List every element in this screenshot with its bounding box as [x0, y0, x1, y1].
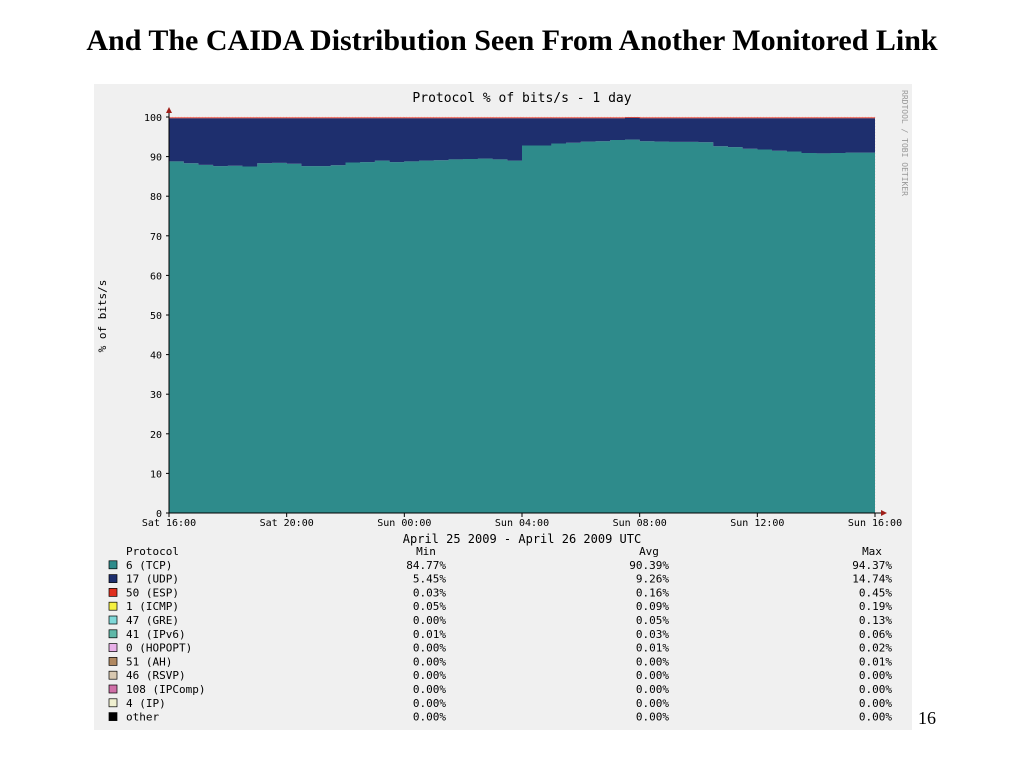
legend-min-value: 0.01%: [413, 628, 446, 641]
series-area-1: [169, 117, 875, 167]
rrdtool-watermark: RRDTOOL / TOBI OETIKER: [900, 90, 909, 196]
legend-min-value: 0.00%: [413, 683, 446, 696]
legend-max-value: 0.00%: [859, 697, 892, 710]
legend-avg-value: 0.05%: [636, 614, 669, 627]
legend-avg-value: 0.00%: [636, 683, 669, 696]
y-tick-label: 10: [150, 469, 162, 480]
x-tick-label: Sun 16:00: [848, 518, 902, 529]
legend-max-value: 0.45%: [859, 586, 892, 599]
legend-swatch: [108, 684, 118, 694]
y-tick-label: 0: [156, 509, 162, 520]
legend-swatch: [108, 670, 118, 680]
y-axis-arrow: [166, 107, 172, 113]
series-areas: [169, 117, 875, 513]
x-axis-arrow: [881, 510, 887, 516]
legend-min-value: 0.00%: [413, 697, 446, 710]
legend-header-avg: Avg: [639, 545, 659, 558]
x-tick-label: Sun 12:00: [730, 518, 784, 529]
legend-min-value: 84.77%: [406, 559, 446, 572]
y-tick-label: 30: [150, 390, 162, 401]
legend-max-value: 0.06%: [859, 628, 892, 641]
legend-swatch: [108, 588, 118, 597]
legend-min-value: 0.00%: [413, 642, 446, 655]
y-tick-label: 70: [150, 232, 162, 243]
legend-swatch: [108, 643, 118, 652]
series-area-2: [169, 117, 875, 119]
legend-header-min: Min: [416, 545, 436, 558]
legend-max-value: 14.74%: [852, 573, 892, 586]
legend-protocol-name: 6 (TCP): [126, 559, 172, 572]
y-tick-label: 90: [150, 153, 162, 164]
legend-min-value: 0.00%: [413, 711, 446, 724]
legend-min-value: 5.45%: [413, 573, 446, 586]
legend-swatch: [108, 629, 118, 639]
legend-protocol-name: other: [126, 711, 159, 724]
legend-protocol-name: 51 (AH): [126, 655, 172, 668]
legend-protocol-name: 41 (IPv6): [126, 628, 186, 641]
x-tick-label: Sun 08:00: [613, 518, 667, 529]
legend-protocol-name: 17 (UDP): [126, 573, 179, 586]
legend-min-value: 0.03%: [413, 586, 446, 599]
legend-max-value: 0.19%: [859, 600, 892, 613]
legend-swatch: [108, 574, 118, 583]
y-tick-label: 80: [150, 192, 162, 203]
chart-title: Protocol % of bits/s - 1 day: [412, 91, 631, 106]
legend-swatch: [108, 560, 118, 570]
legend-avg-value: 0.03%: [636, 628, 669, 641]
legend-header-protocol: Protocol: [126, 545, 179, 558]
legend-protocol-name: 50 (ESP): [126, 586, 179, 599]
legend-min-value: 0.00%: [413, 655, 446, 668]
legend-swatch: [108, 657, 118, 666]
slide-title: And The CAIDA Distribution Seen From Ano…: [86, 24, 938, 57]
legend-max-value: 0.13%: [859, 614, 892, 627]
legend-avg-value: 0.16%: [636, 586, 669, 599]
x-tick-label: Sat 20:00: [260, 518, 314, 529]
legend-protocol-name: 108 (IPComp): [126, 683, 205, 696]
legend-avg-value: 90.39%: [629, 559, 669, 572]
x-tick-label: Sun 00:00: [377, 518, 431, 529]
legend-swatch: [108, 712, 118, 721]
legend-protocol-name: 0 (HOPOPT): [126, 642, 192, 655]
legend-protocol-name: 1 (ICMP): [126, 600, 179, 613]
y-tick-label: 40: [150, 351, 162, 362]
legend-max-value: 0.00%: [859, 669, 892, 682]
legend-min-value: 0.00%: [413, 614, 446, 627]
axes: 0 10 20 30 40 50 60 70 80 90 100 Sat 16:00 Sat 20:00…: [142, 107, 902, 529]
y-tick-label: 20: [150, 430, 162, 441]
y-tick-label: 60: [150, 271, 162, 282]
series-area-0: [169, 139, 875, 513]
legend-avg-value: 0.00%: [636, 655, 669, 668]
legend-avg-value: 0.00%: [636, 669, 669, 682]
legend-max-value: 0.02%: [859, 642, 892, 655]
legend-avg-value: 0.00%: [636, 711, 669, 724]
legend-min-value: 0.00%: [413, 669, 446, 682]
legend-swatch: [108, 698, 118, 708]
y-tick-label: 50: [150, 311, 162, 322]
legend-max-value: 94.37%: [852, 559, 892, 572]
y-axis-label: % of bits/s: [96, 280, 109, 353]
legend-protocol-name: 4 (IP): [126, 697, 166, 710]
x-tick-label: Sat 16:00: [142, 518, 196, 529]
legend-avg-value: 0.01%: [636, 642, 669, 655]
legend-avg-value: 0.00%: [636, 697, 669, 710]
legend-min-value: 0.05%: [413, 600, 446, 613]
legend-table: Protocol Min Avg Max 6 (TCP) 84.77% 90.39% 94.3…: [108, 545, 892, 724]
legend-max-value: 0.01%: [859, 655, 892, 668]
legend-protocol-name: 46 (RSVP): [126, 669, 186, 682]
protocol-area-chart: 0 10 20 30 40 50 60 70 80 90 100 Sat 16:00 Sat 20:00…: [96, 90, 909, 724]
page-number: 16: [918, 708, 936, 728]
legend-avg-value: 0.09%: [636, 600, 669, 613]
legend-header-max: Max: [862, 545, 882, 558]
legend-swatch: [108, 615, 118, 625]
legend-avg-value: 9.26%: [636, 573, 669, 586]
legend-swatch: [108, 601, 118, 611]
x-axis-label: April 25 2009 - April 26 2009 UTC: [403, 532, 641, 546]
legend-protocol-name: 47 (GRE): [126, 614, 179, 627]
x-tick-label: Sun 04:00: [495, 518, 549, 529]
rrd-graph-panel: 0 10 20 30 40 50 60 70 80 90 100 Sat 16:00 Sat 20:00…: [94, 84, 912, 730]
y-tick-label: 100: [144, 113, 162, 124]
legend-max-value: 0.00%: [859, 711, 892, 724]
legend-max-value: 0.00%: [859, 683, 892, 696]
